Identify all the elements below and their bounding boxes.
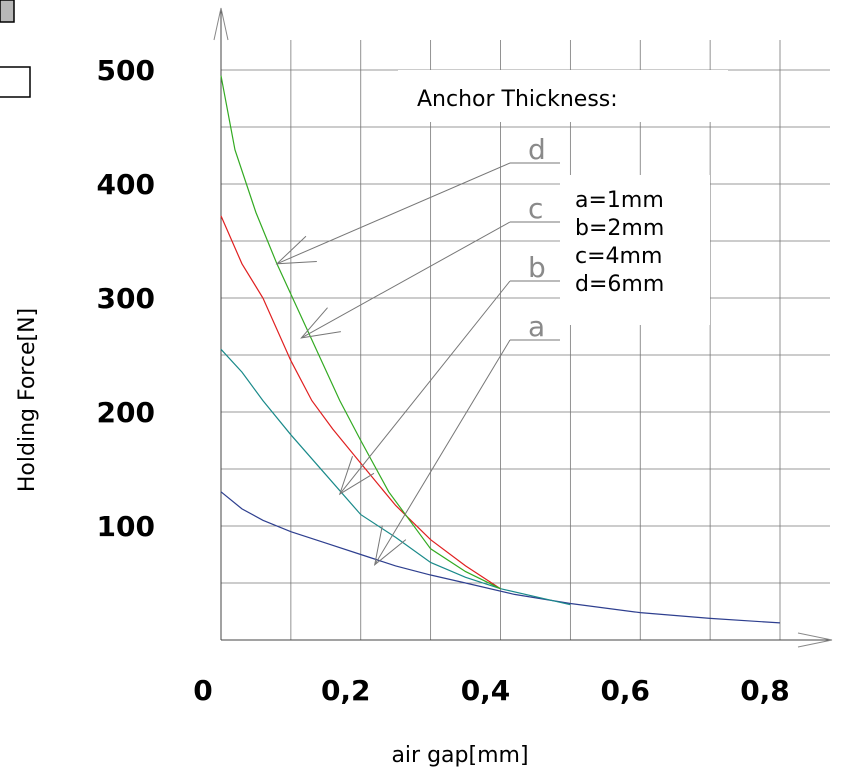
- curve-label-c: c: [528, 192, 543, 225]
- x-tick-label: 0,4: [461, 674, 511, 707]
- x-tick-labels: 0 0,2 0,4 0,6 0,8: [193, 674, 790, 707]
- leader-line: [276, 162, 511, 265]
- x-tick-label: 0,6: [600, 674, 650, 707]
- cropped-fragment-frame: [0, 66, 31, 98]
- series-line-d: [220, 75, 501, 590]
- series-line-a: [220, 491, 781, 624]
- curve-label-b: b: [528, 251, 546, 284]
- series-line-b: [220, 348, 571, 606]
- x-axis-label: air gap[mm]: [391, 743, 528, 768]
- y-tick-label: 500: [97, 54, 155, 87]
- x-tick-label: 0: [193, 674, 212, 707]
- series-line-c: [220, 215, 501, 590]
- legend-entry: d=6mm: [575, 272, 664, 297]
- y-axis-label: Holding Force[N]: [15, 308, 40, 492]
- y-tick-label: 100: [97, 510, 155, 543]
- y-tick-label: 300: [97, 282, 155, 315]
- curve-label-d: d: [528, 133, 546, 166]
- legend-entry: a=1mm: [575, 188, 664, 213]
- legend-entries: a=1mm b=2mm c=4mm d=6mm: [575, 188, 664, 297]
- y-tick-labels: 100 200 300 400 500: [97, 54, 155, 543]
- leader-line: [374, 339, 511, 566]
- x-tick-label: 0,2: [321, 674, 371, 707]
- leader-arrowhead: [275, 235, 317, 265]
- leader-line: [339, 280, 511, 495]
- leader-arrowhead: [300, 307, 341, 339]
- legend-entry: c=4mm: [575, 244, 662, 269]
- grid: [221, 40, 830, 640]
- x-axis-arrow: [797, 632, 833, 648]
- legend-entry: b=2mm: [575, 216, 664, 241]
- curve-label-a: a: [528, 310, 545, 343]
- axes: [213, 7, 833, 648]
- leader-arrowhead: [373, 525, 407, 567]
- leader-line: [301, 221, 511, 339]
- legend-entries-box: [560, 175, 710, 325]
- y-axis-arrow: [213, 7, 229, 41]
- y-tick-label: 400: [97, 168, 155, 201]
- y-tick-label: 200: [97, 396, 155, 429]
- series: [220, 75, 781, 624]
- legend-box: [398, 70, 728, 122]
- x-tick-label: 0,8: [740, 674, 790, 707]
- cropped-fragment-box: [0, 0, 15, 23]
- leader-arrowhead: [338, 456, 375, 496]
- legend-title: Anchor Thickness:: [417, 87, 618, 112]
